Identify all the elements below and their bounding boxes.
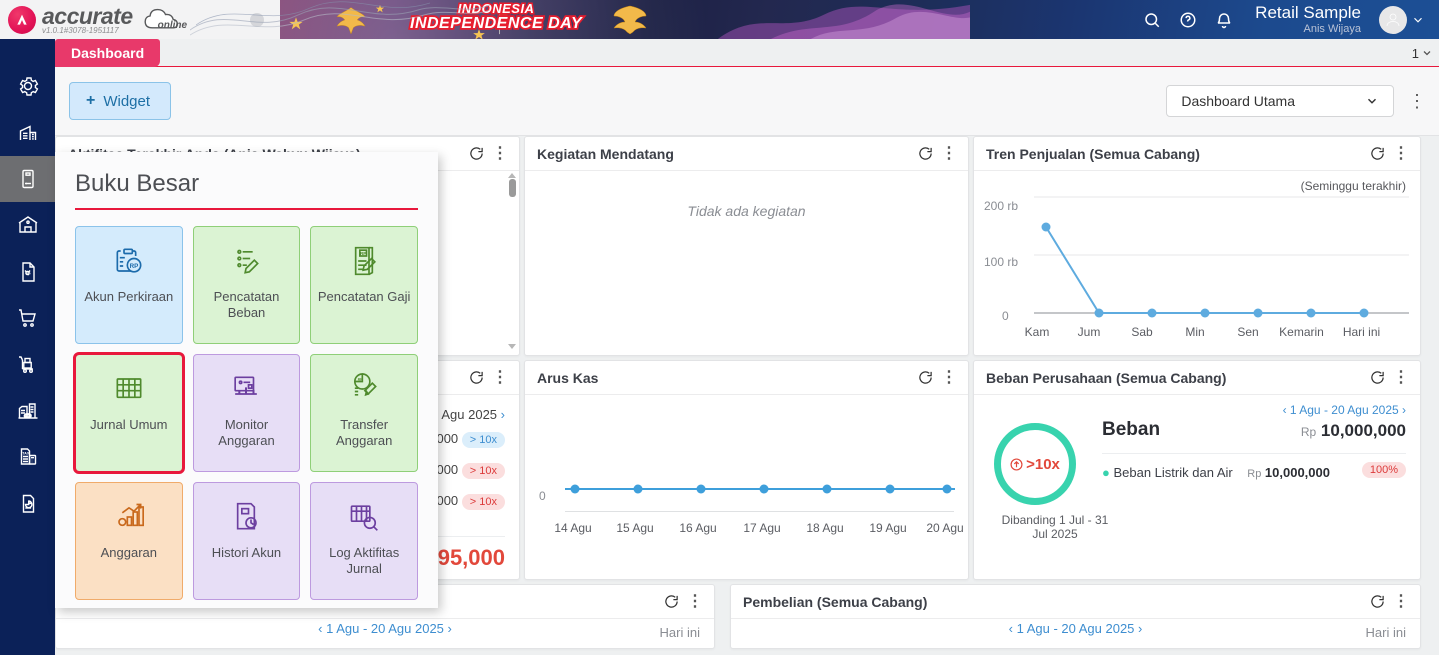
svg-text:TAX: TAX bbox=[22, 451, 30, 455]
svg-text:RP: RP bbox=[360, 251, 366, 256]
svg-text:Rp: Rp bbox=[25, 270, 31, 275]
svg-text:RP: RP bbox=[358, 377, 363, 381]
svg-text:RP: RP bbox=[129, 263, 138, 270]
